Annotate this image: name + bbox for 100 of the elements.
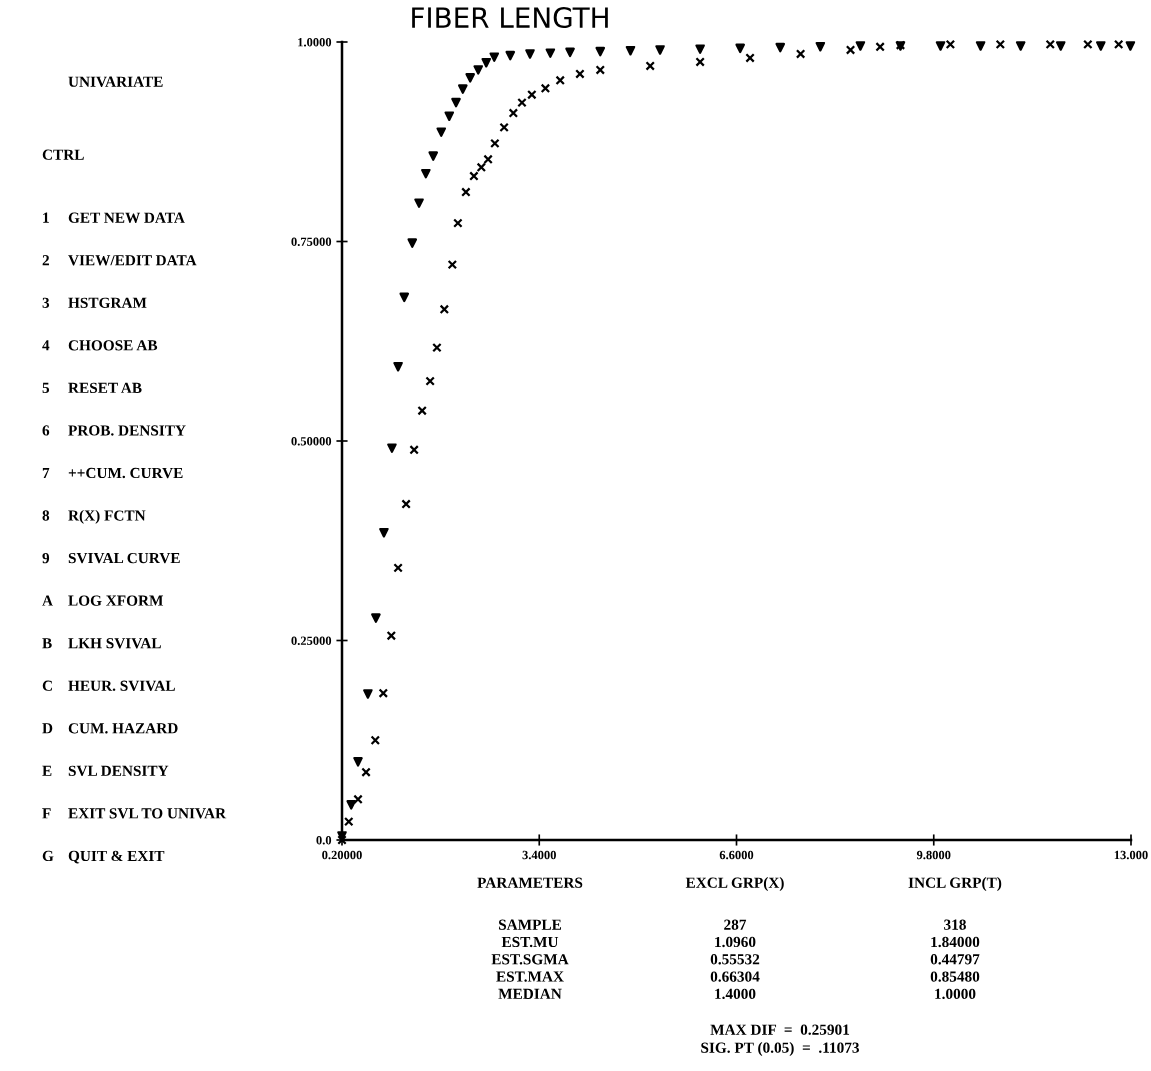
point xyxy=(399,292,410,303)
y-tick-label: 0.75000 xyxy=(291,237,332,247)
point xyxy=(1045,39,1056,50)
point xyxy=(575,69,585,79)
point xyxy=(508,108,519,118)
text: 1.84000 xyxy=(931,936,980,948)
point xyxy=(595,46,606,57)
point xyxy=(935,41,946,51)
point xyxy=(346,800,357,810)
point xyxy=(386,630,397,641)
text: PARAMETERS xyxy=(477,877,583,888)
point xyxy=(695,44,705,54)
point xyxy=(505,50,516,61)
text: SAMPLE xyxy=(498,919,562,930)
point xyxy=(545,48,556,58)
x-tick-label: 9.8000 xyxy=(916,850,951,860)
point xyxy=(432,342,442,353)
point xyxy=(995,39,1006,50)
x-tick-label: 0.20000 xyxy=(322,850,362,860)
point xyxy=(527,89,537,100)
point xyxy=(344,816,354,827)
point xyxy=(795,49,806,59)
text: UNIVARIATE xyxy=(68,76,163,87)
text: 318 xyxy=(944,919,966,930)
point xyxy=(428,151,439,161)
point xyxy=(417,405,427,416)
point xyxy=(414,198,424,208)
point xyxy=(453,218,463,228)
point xyxy=(1096,41,1106,51)
y-tick-label: 1.0000 xyxy=(298,38,332,47)
text: 7 ++CUM. CURVE xyxy=(42,467,183,479)
point xyxy=(1055,41,1066,51)
text: 2 VIEW/EDIT DATA xyxy=(42,255,197,266)
text: CTRL xyxy=(42,149,84,160)
text: 0.85480 xyxy=(930,971,980,982)
point xyxy=(625,45,636,56)
point xyxy=(476,162,487,173)
point xyxy=(421,168,431,179)
text: F EXIT SVL TO UNIVAR xyxy=(42,808,227,819)
point xyxy=(775,42,786,53)
point xyxy=(451,97,461,108)
point xyxy=(565,47,575,58)
point xyxy=(447,259,458,270)
point xyxy=(425,376,435,386)
point xyxy=(695,57,705,67)
text: EST.MU xyxy=(501,936,559,948)
text: INCL GRP(T) xyxy=(908,877,1002,891)
point xyxy=(353,794,363,805)
text: 1.0000 xyxy=(935,988,976,1000)
point xyxy=(387,443,397,453)
point xyxy=(379,527,389,538)
text: 1 GET NEW DATA xyxy=(43,212,185,223)
text: 0.55532 xyxy=(710,954,760,965)
point xyxy=(444,111,455,121)
point xyxy=(1083,39,1093,50)
text: 6 PROB. DENSITY xyxy=(42,425,186,436)
point xyxy=(645,61,655,71)
text: B LKH SVIVAL xyxy=(42,638,161,649)
point xyxy=(353,757,363,767)
text: C HEUR. SVIVAL xyxy=(42,680,175,691)
text: 1.0960 xyxy=(715,936,756,948)
point xyxy=(735,43,745,54)
point xyxy=(436,127,447,137)
point xyxy=(458,84,468,94)
text: 9 SVIVAL CURVE xyxy=(42,552,180,564)
text: G QUIT & EXIT xyxy=(42,850,165,864)
text: MAX DIF = 0.25901 xyxy=(710,1024,850,1035)
text: MEDIAN xyxy=(498,988,562,999)
text: D CUM. HAZARD xyxy=(42,723,178,734)
point xyxy=(393,362,403,372)
point xyxy=(490,138,500,149)
point xyxy=(517,97,527,108)
point xyxy=(481,57,492,68)
point xyxy=(465,73,475,83)
point xyxy=(371,613,381,623)
point xyxy=(407,238,418,248)
point xyxy=(483,154,493,165)
point xyxy=(555,75,565,86)
point xyxy=(461,187,471,197)
point xyxy=(745,53,755,63)
text: 4 CHOOSE AB xyxy=(42,340,158,351)
text: 287 xyxy=(724,919,747,930)
point xyxy=(499,122,509,133)
text: 0.44797 xyxy=(930,954,980,965)
point xyxy=(393,563,403,573)
text: 3 HSTGRAM xyxy=(42,297,147,308)
point xyxy=(975,41,986,51)
point xyxy=(473,65,484,75)
point xyxy=(855,41,866,51)
point xyxy=(363,689,373,699)
chart-title: FIBER LENGTH xyxy=(412,7,608,29)
y-tick-label: 0.25000 xyxy=(291,636,332,646)
text: A LOG XFORM xyxy=(42,595,164,606)
text: EST.SGMA xyxy=(491,954,569,965)
point xyxy=(540,83,551,94)
y-tick-label: 0.50000 xyxy=(291,437,332,446)
point xyxy=(378,688,389,698)
text: 5 RESET AB xyxy=(42,382,142,394)
text: EST.MAX xyxy=(496,971,564,982)
point xyxy=(845,45,856,55)
